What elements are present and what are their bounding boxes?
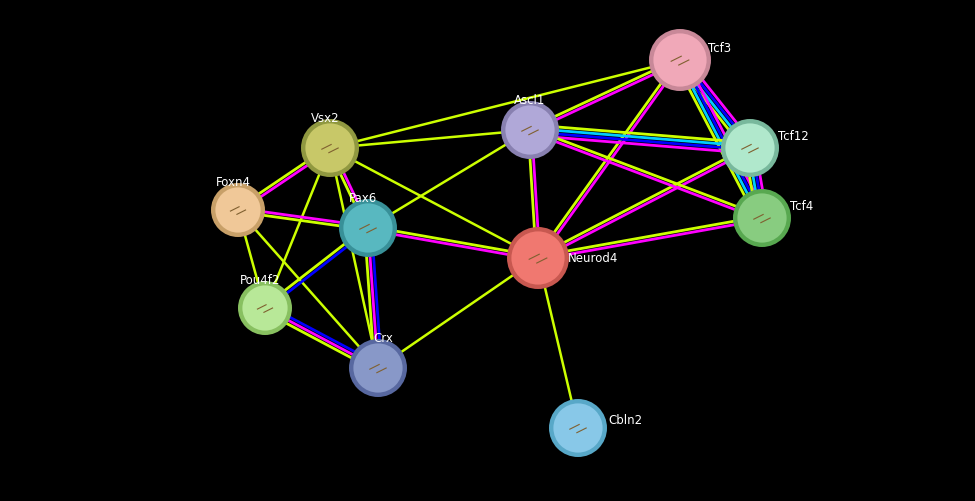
Circle shape (724, 122, 776, 174)
Circle shape (349, 339, 407, 397)
Text: Neurod4: Neurod4 (568, 252, 618, 265)
Text: Ascl1: Ascl1 (515, 94, 546, 107)
Circle shape (507, 227, 569, 289)
Circle shape (211, 183, 265, 237)
Circle shape (214, 186, 262, 234)
Circle shape (733, 189, 791, 247)
Circle shape (652, 32, 708, 88)
Circle shape (238, 281, 292, 335)
Circle shape (241, 284, 289, 332)
Text: Cbln2: Cbln2 (608, 413, 643, 426)
Text: Crx: Crx (373, 332, 393, 345)
Circle shape (301, 119, 359, 177)
Text: Vsx2: Vsx2 (311, 112, 339, 125)
Text: Pou4f2: Pou4f2 (240, 274, 280, 287)
Circle shape (736, 192, 788, 244)
Circle shape (549, 399, 607, 457)
Circle shape (649, 29, 711, 91)
Text: Foxn4: Foxn4 (215, 175, 251, 188)
Text: Pax6: Pax6 (349, 191, 377, 204)
Circle shape (304, 122, 356, 174)
Circle shape (501, 101, 559, 159)
Circle shape (339, 199, 397, 257)
Text: Tcf12: Tcf12 (778, 129, 808, 142)
Circle shape (352, 342, 404, 394)
Circle shape (510, 230, 566, 286)
Circle shape (721, 119, 779, 177)
Circle shape (342, 202, 394, 254)
Circle shape (552, 402, 604, 454)
Text: Tcf3: Tcf3 (708, 42, 731, 55)
Text: Tcf4: Tcf4 (790, 199, 813, 212)
Circle shape (504, 104, 556, 156)
